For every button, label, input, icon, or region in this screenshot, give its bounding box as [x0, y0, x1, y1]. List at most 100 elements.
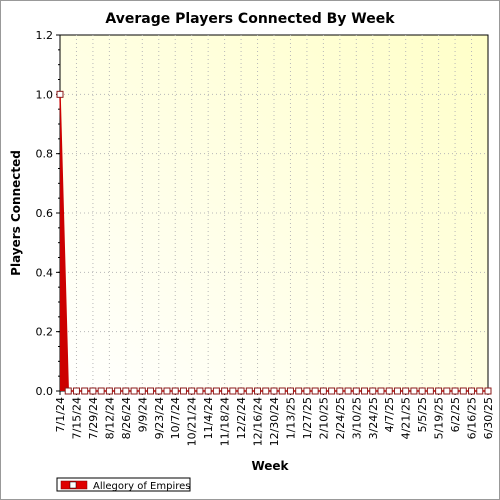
x-tick-label: 6/16/25: [466, 397, 479, 439]
x-tick-label: 1/27/25: [301, 397, 314, 439]
data-point: [361, 387, 369, 395]
x-tick-label: 10/7/24: [169, 397, 182, 439]
x-tick-label: 11/18/24: [219, 397, 232, 446]
data-point: [278, 387, 286, 395]
y-tick-label: 0.4: [36, 266, 54, 279]
x-tick-label: 6/30/25: [482, 397, 495, 439]
x-tick-label: 7/15/24: [70, 397, 83, 439]
data-point: [212, 387, 220, 395]
data-point: [418, 387, 426, 395]
data-point: [385, 387, 393, 395]
data-point: [188, 387, 196, 395]
data-point: [476, 387, 484, 395]
y-tick-label: 0.0: [36, 385, 54, 398]
data-point: [459, 387, 467, 395]
data-point: [237, 387, 245, 395]
data-point: [468, 387, 476, 395]
y-axis-label: Players Connected: [9, 150, 23, 276]
x-axis: 7/1/24 7/15/24 7/29/24 8/12/24 8/26/24 9/9/24…: [54, 391, 495, 446]
y-tick-label: 1.0: [36, 88, 54, 101]
x-tick-label: 3/24/25: [367, 397, 380, 439]
data-point: [122, 387, 130, 395]
data-point: [204, 387, 212, 395]
data-point: [56, 90, 64, 98]
x-tick-label: 8/26/24: [120, 397, 133, 439]
x-tick-label: 5/5/25: [416, 397, 429, 432]
y-tick-label: 0.8: [36, 148, 54, 161]
legend-label: Allegory of Empires: [93, 481, 190, 492]
x-tick-label: 2/24/25: [334, 397, 347, 439]
data-point: [369, 387, 377, 395]
data-point: [295, 387, 303, 395]
x-tick-label: 12/2/24: [235, 397, 248, 439]
x-tick-label: 10/21/24: [186, 397, 199, 446]
data-point: [179, 387, 187, 395]
data-point: [451, 387, 459, 395]
data-point: [311, 387, 319, 395]
x-tick-label: 6/2/25: [449, 397, 462, 432]
x-tick-label: 9/23/24: [153, 397, 166, 439]
x-tick-label: 11/4/24: [202, 397, 215, 439]
data-point: [245, 387, 253, 395]
data-point: [89, 387, 97, 395]
legend-marker: [69, 481, 77, 489]
data-point: [97, 387, 105, 395]
data-point: [114, 387, 122, 395]
data-point: [229, 387, 237, 395]
x-tick-label: 4/21/25: [400, 397, 413, 439]
data-point: [72, 387, 80, 395]
x-tick-label: 7/1/24: [54, 397, 67, 432]
data-point: [435, 387, 443, 395]
data-point: [393, 387, 401, 395]
y-axis: 0.0 0.2 0.4 0.6 0.8 1.0 1.2: [36, 29, 60, 398]
data-point: [64, 387, 72, 395]
x-tick-label: 7/29/24: [87, 397, 100, 439]
x-tick-label: 9/9/24: [136, 397, 149, 432]
chart-title: Average Players Connected By Week: [105, 11, 395, 27]
data-point: [138, 387, 146, 395]
x-tick-label: 3/10/25: [350, 397, 363, 439]
data-point: [81, 387, 89, 395]
data-point: [443, 387, 451, 395]
y-tick-label: 0.6: [36, 207, 54, 220]
data-point: [402, 387, 410, 395]
data-point: [336, 387, 344, 395]
data-point: [328, 387, 336, 395]
x-axis-label: Week: [251, 459, 289, 473]
x-tick-label: 5/19/25: [433, 397, 446, 439]
data-point: [352, 387, 360, 395]
data-point: [286, 387, 294, 395]
y-tick-label: 0.2: [36, 326, 54, 339]
data-point: [163, 387, 171, 395]
data-point: [105, 387, 113, 395]
grid: [60, 35, 488, 391]
data-point: [155, 387, 163, 395]
data-point: [221, 387, 229, 395]
x-tick-label: 12/16/24: [252, 397, 265, 446]
data-point: [426, 387, 434, 395]
data-point: [377, 387, 385, 395]
x-tick-label: 8/12/24: [103, 397, 116, 439]
y-tick-label: 1.2: [36, 29, 54, 42]
data-point: [147, 387, 155, 395]
data-point: [262, 387, 270, 395]
x-tick-label: 2/10/25: [317, 397, 330, 439]
data-point: [484, 387, 492, 395]
x-tick-label: 4/7/25: [383, 397, 396, 432]
data-point: [303, 387, 311, 395]
legend: Allegory of Empires: [56, 477, 191, 492]
data-point: [171, 387, 179, 395]
legend-box: [56, 477, 191, 492]
data-point: [410, 387, 418, 395]
data-point: [344, 387, 352, 395]
x-tick-label: 12/30/24: [268, 397, 281, 446]
data-point: [130, 387, 138, 395]
x-tick-label: 1/13/25: [284, 397, 297, 439]
data-point: [270, 387, 278, 395]
series-layer: [56, 90, 492, 395]
data-point: [196, 387, 204, 395]
series-0: [56, 90, 492, 395]
data-point: [319, 387, 327, 395]
data-point: [254, 387, 262, 395]
